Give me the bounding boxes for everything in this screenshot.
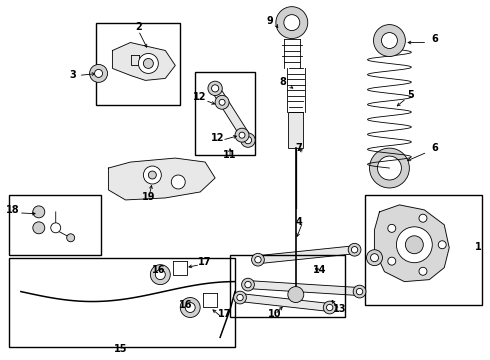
Text: 16: 16 — [178, 300, 192, 310]
Circle shape — [405, 236, 423, 254]
Circle shape — [245, 282, 251, 288]
Circle shape — [234, 291, 246, 304]
Circle shape — [373, 24, 405, 57]
Polygon shape — [374, 205, 449, 282]
Polygon shape — [108, 158, 215, 200]
Circle shape — [239, 132, 245, 138]
Text: 19: 19 — [142, 192, 155, 202]
Text: 6: 6 — [431, 33, 438, 44]
Circle shape — [351, 247, 358, 253]
Circle shape — [148, 171, 156, 179]
Text: 16: 16 — [151, 265, 165, 275]
Circle shape — [370, 254, 378, 262]
Circle shape — [245, 136, 251, 144]
Text: 15: 15 — [114, 345, 127, 354]
Polygon shape — [248, 280, 360, 296]
Text: 10: 10 — [268, 310, 282, 319]
Text: 7: 7 — [295, 143, 302, 153]
Polygon shape — [240, 294, 330, 311]
Circle shape — [388, 224, 396, 232]
Text: 12: 12 — [211, 133, 225, 143]
Circle shape — [180, 298, 200, 318]
Circle shape — [438, 241, 446, 249]
Circle shape — [242, 278, 254, 291]
Circle shape — [382, 32, 397, 49]
Text: 17: 17 — [219, 310, 232, 319]
Circle shape — [172, 175, 185, 189]
Circle shape — [284, 15, 300, 31]
Circle shape — [219, 99, 225, 105]
Circle shape — [144, 58, 153, 68]
Text: 8: 8 — [279, 77, 286, 87]
Circle shape — [235, 128, 249, 142]
Bar — [230, 255, 344, 318]
Circle shape — [67, 234, 74, 242]
Text: 6: 6 — [431, 143, 438, 153]
Circle shape — [51, 223, 61, 233]
Text: 1: 1 — [475, 242, 482, 252]
Text: 3: 3 — [69, 71, 76, 80]
Circle shape — [288, 287, 304, 302]
Polygon shape — [258, 246, 355, 264]
Text: 17: 17 — [198, 257, 212, 267]
Circle shape — [367, 250, 383, 266]
Circle shape — [155, 270, 165, 280]
Circle shape — [208, 81, 222, 95]
Circle shape — [241, 133, 255, 147]
Circle shape — [419, 214, 427, 222]
Circle shape — [419, 267, 427, 275]
Circle shape — [348, 243, 361, 256]
Circle shape — [33, 222, 45, 234]
Circle shape — [388, 257, 396, 265]
Bar — [9, 195, 100, 255]
Text: 18: 18 — [6, 205, 20, 215]
Circle shape — [150, 265, 171, 285]
Circle shape — [215, 95, 229, 109]
Polygon shape — [113, 42, 175, 80]
Circle shape — [33, 206, 45, 218]
Text: 11: 11 — [223, 150, 237, 160]
Circle shape — [323, 301, 336, 314]
Circle shape — [144, 166, 161, 184]
Circle shape — [276, 7, 308, 39]
Bar — [96, 23, 180, 105]
Bar — [365, 195, 482, 305]
Circle shape — [185, 302, 195, 312]
Circle shape — [255, 257, 261, 263]
Text: 12: 12 — [194, 92, 207, 102]
Text: 13: 13 — [333, 305, 346, 315]
Bar — [288, 112, 303, 148]
Bar — [195, 72, 255, 155]
Circle shape — [251, 253, 264, 266]
Text: 4: 4 — [295, 217, 302, 227]
Text: 5: 5 — [407, 90, 414, 100]
Text: 14: 14 — [313, 265, 326, 275]
Wedge shape — [369, 148, 409, 188]
Circle shape — [237, 294, 243, 301]
Circle shape — [138, 54, 158, 73]
Circle shape — [356, 288, 363, 295]
Circle shape — [212, 85, 219, 92]
Bar — [9, 258, 235, 347]
Circle shape — [326, 304, 333, 311]
Text: 9: 9 — [267, 15, 273, 26]
Circle shape — [396, 227, 432, 263]
Circle shape — [95, 69, 102, 77]
Text: 2: 2 — [135, 22, 142, 32]
Polygon shape — [211, 86, 252, 143]
Circle shape — [90, 64, 107, 82]
Circle shape — [353, 285, 366, 298]
